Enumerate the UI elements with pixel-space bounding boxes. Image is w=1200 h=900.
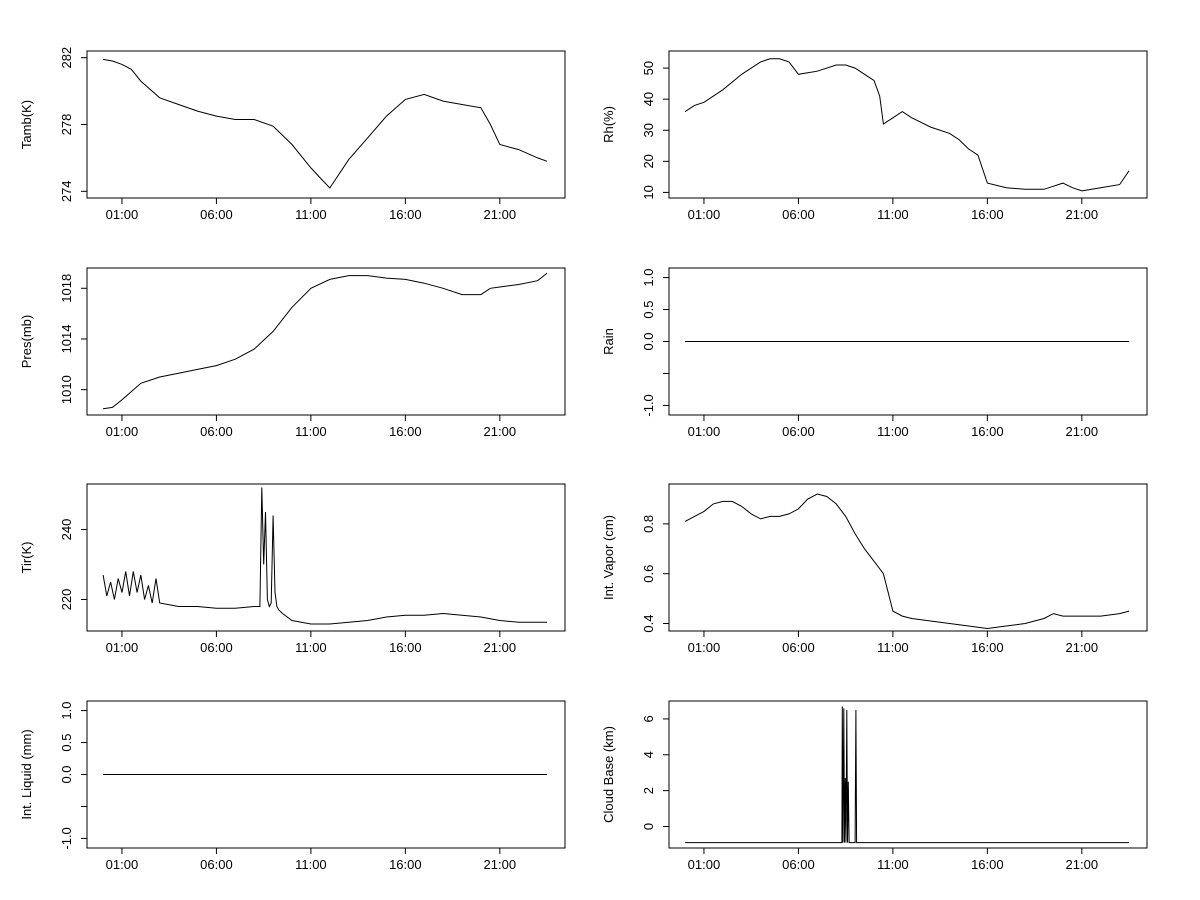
y-tick-label: 6 [641, 715, 656, 722]
y-tick-label: 240 [59, 519, 74, 541]
y-tick-label: 30 [641, 123, 656, 137]
series-line [684, 58, 1130, 192]
x-tick-label: 21:00 [1066, 207, 1099, 222]
rh-chart: 01:00 06:00 11:00 16:00 21:00 10 20 30 40 50 Rh(%) [601, 50, 1148, 222]
y-tick-label: 1010 [59, 375, 74, 404]
x-tick-label: 11:00 [877, 640, 909, 655]
x-tick-label: 01:00 [106, 424, 139, 439]
x-tick-label: 21:00 [1066, 857, 1099, 872]
y-tick-label: 0.0 [641, 332, 656, 350]
x-tick-label: 11:00 [295, 424, 327, 439]
x-tick-label: 06:00 [200, 640, 233, 655]
x-tick-label: 16:00 [971, 424, 1004, 439]
y-axis-label: Rain [601, 328, 616, 355]
x-tick-label: 21:00 [484, 207, 517, 222]
y-tick-label: 1.0 [641, 269, 656, 287]
y-axis-label: Rh(%) [601, 106, 616, 143]
int-liquid-chart: 01:00 06:00 11:00 16:00 21:00 -1.0 0.0 0.5 1.0 In… [19, 700, 566, 872]
series-line [103, 58, 548, 189]
x-tick-label: 16:00 [389, 207, 422, 222]
y-tick-label: 20 [641, 154, 656, 168]
x-tick-label: 01:00 [106, 857, 139, 872]
y-tick-label: 0.5 [641, 301, 656, 319]
y-axis-label: Tamb(K) [19, 100, 34, 149]
x-tick-label: 06:00 [782, 424, 815, 439]
x-tick-label: 11:00 [877, 207, 909, 222]
x-tick-label: 16:00 [971, 640, 1004, 655]
x-tick-label: 21:00 [484, 424, 517, 439]
y-axis-label: Cloud Base (km) [601, 726, 616, 823]
x-tick-label: 16:00 [971, 857, 1004, 872]
y-tick-label: 10 [641, 185, 656, 199]
tamb-chart: 01:00 06:00 11:00 16:00 21:00 274 278 282 Tamb(K… [19, 47, 566, 222]
x-tick-label: 01:00 [688, 207, 721, 222]
x-tick-label: 01:00 [106, 207, 139, 222]
x-tick-label: 11:00 [295, 640, 327, 655]
y-tick-label: -1.0 [641, 394, 656, 416]
series-line [102, 487, 548, 625]
plot-frame [668, 483, 1148, 632]
plot-frame [86, 267, 566, 416]
y-tick-label: 0.4 [641, 614, 656, 632]
y-axis-label: Tir(K) [19, 541, 34, 573]
rain-chart: 01:00 06:00 11:00 16:00 21:00 -1.0 0.0 0.5 1.0 Ra… [601, 267, 1148, 439]
y-tick-label: 220 [59, 589, 74, 611]
tir-chart: 01:00 06:00 11:00 16:00 21:00 220 240 Tir(K) [19, 483, 566, 655]
x-tick-label: 16:00 [389, 857, 422, 872]
int-vapor-chart: 01:00 06:00 11:00 16:00 21:00 0.4 0.6 0.8 Int. V… [601, 483, 1148, 655]
x-tick-label: 06:00 [200, 207, 233, 222]
y-axis-label: Int. Liquid (mm) [19, 729, 34, 819]
plot-frame [668, 50, 1148, 199]
y-axis-label: Pres(mb) [19, 315, 34, 368]
y-tick-label: 4 [641, 751, 656, 758]
x-tick-label: 16:00 [971, 207, 1004, 222]
y-tick-label: 274 [59, 180, 74, 202]
x-tick-label: 01:00 [688, 857, 721, 872]
y-tick-label: 0.5 [59, 734, 74, 752]
x-tick-label: 16:00 [389, 640, 422, 655]
y-axis-label: Int. Vapor (cm) [601, 515, 616, 600]
series-line [685, 706, 1130, 844]
x-tick-label: 01:00 [106, 640, 139, 655]
series-line [684, 493, 1130, 630]
pres-chart: 01:00 06:00 11:00 16:00 21:00 1010 1014 1018 Pre… [19, 267, 566, 439]
x-tick-label: 01:00 [688, 640, 721, 655]
x-tick-label: 21:00 [1066, 640, 1099, 655]
x-tick-label: 11:00 [877, 424, 909, 439]
plot-frame [86, 50, 566, 199]
x-tick-label: 06:00 [782, 207, 815, 222]
x-tick-label: 06:00 [782, 640, 815, 655]
y-tick-label: 2 [641, 787, 656, 794]
plot-frame [668, 700, 1148, 849]
x-tick-label: 06:00 [200, 424, 233, 439]
y-tick-label: 282 [59, 47, 74, 69]
y-tick-label: 0.6 [641, 565, 656, 583]
y-tick-label: 1.0 [59, 702, 74, 720]
cloud-base-chart: 01:00 06:00 11:00 16:00 21:00 0 2 4 6 Cloud Base … [601, 700, 1148, 872]
y-tick-label: 0.0 [59, 765, 74, 783]
x-tick-label: 16:00 [389, 424, 422, 439]
y-tick-label: 278 [59, 114, 74, 136]
x-tick-label: 01:00 [688, 424, 721, 439]
x-tick-label: 11:00 [295, 207, 327, 222]
y-tick-label: 50 [641, 61, 656, 75]
y-tick-label: -1.0 [59, 827, 74, 849]
x-tick-label: 21:00 [484, 640, 517, 655]
y-tick-label: 0 [641, 823, 656, 830]
y-tick-label: 1018 [59, 274, 74, 303]
x-tick-label: 11:00 [295, 857, 327, 872]
x-tick-label: 06:00 [200, 857, 233, 872]
series-line [103, 272, 548, 410]
y-tick-label: 0.8 [641, 515, 656, 533]
x-tick-label: 21:00 [1066, 424, 1099, 439]
y-tick-label: 40 [641, 92, 656, 106]
x-tick-label: 21:00 [484, 857, 517, 872]
y-tick-label: 1014 [59, 325, 74, 354]
x-tick-label: 11:00 [877, 857, 909, 872]
plot-frame [86, 483, 566, 632]
x-tick-label: 06:00 [782, 857, 815, 872]
